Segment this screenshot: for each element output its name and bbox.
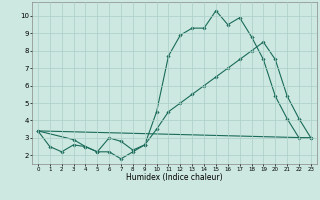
X-axis label: Humidex (Indice chaleur): Humidex (Indice chaleur): [126, 173, 223, 182]
